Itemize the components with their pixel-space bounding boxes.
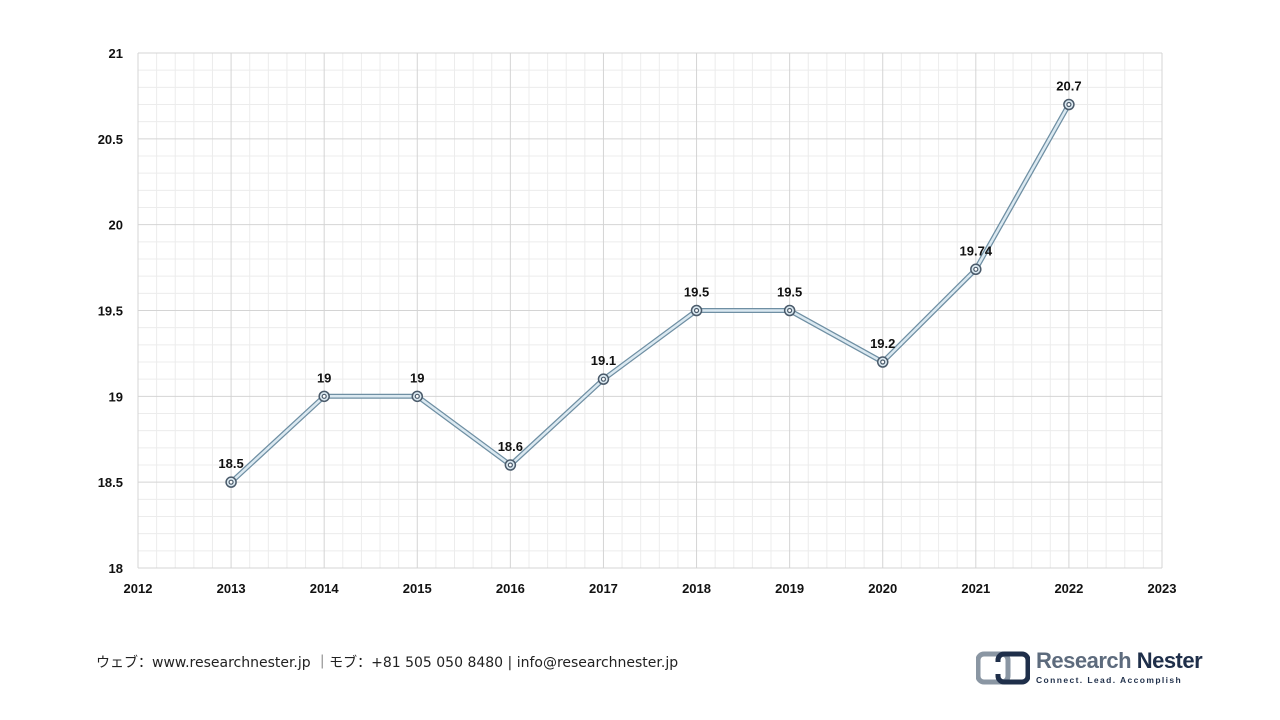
data-label: 18.6 — [498, 439, 523, 454]
data-point-center — [321, 393, 327, 399]
x-tick-label: 2017 — [589, 581, 618, 596]
data-point — [876, 356, 889, 368]
y-tick-label: 19.5 — [98, 304, 123, 319]
y-tick-label: 20.5 — [98, 132, 123, 147]
x-tick-label: 2023 — [1148, 581, 1177, 596]
data-point — [970, 263, 982, 276]
logo-name-part2: Nester — [1136, 648, 1203, 673]
data-point-center — [693, 307, 700, 314]
x-tick-label: 2019 — [775, 581, 804, 596]
data-label: 18.5 — [218, 456, 243, 471]
data-point — [318, 390, 330, 403]
x-tick-label: 2016 — [496, 581, 525, 596]
y-tick-label: 20 — [109, 218, 123, 233]
data-point-center — [414, 393, 420, 399]
data-point — [783, 304, 796, 317]
x-tick-label: 2013 — [217, 581, 246, 596]
y-axis-tick-labels: 18 18.5 19 19.5 20 20.5 21 — [98, 46, 123, 576]
data-point-center — [228, 479, 234, 485]
data-point — [690, 304, 703, 317]
y-tick-label: 18 — [109, 561, 123, 576]
data-label: 19 — [410, 370, 424, 385]
data-point-center — [1066, 101, 1072, 108]
x-tick-label: 2021 — [961, 581, 990, 596]
series-line — [229, 103, 1072, 485]
data-point — [504, 459, 517, 471]
contact-text: ウェブ：www.researchnester.jp ｜モブ：+81 505 05… — [96, 655, 679, 671]
x-tick-label: 2022 — [1054, 581, 1083, 596]
data-point-center — [880, 359, 886, 365]
data-label: 19.5 — [777, 285, 802, 300]
data-label: 20.7 — [1056, 79, 1081, 94]
series-line-fill — [230, 103, 1070, 484]
logo-tagline: Connect. Lead. Accomplish — [1036, 675, 1183, 685]
x-tick-label: 2012 — [124, 581, 153, 596]
data-points — [225, 98, 1075, 488]
x-tick-label: 2015 — [403, 581, 432, 596]
logo-name-part1: Research — [1036, 648, 1132, 673]
research-nester-logo-icon — [976, 651, 1030, 685]
data-point — [1063, 98, 1075, 111]
y-tick-label: 18.5 — [98, 475, 123, 490]
data-label: 19 — [317, 370, 331, 385]
x-axis-tick-labels: 2012 2013 2014 2015 2016 2017 2018 2019 2020 2021… — [124, 581, 1177, 596]
y-tick-label: 21 — [109, 46, 123, 61]
x-tick-label: 2018 — [682, 581, 711, 596]
data-point-center — [973, 266, 979, 272]
data-label: 19.2 — [870, 336, 895, 351]
contact-footer: ウェブ：www.researchnester.jp ｜モブ：+81 505 05… — [96, 652, 678, 672]
logo-wordmark: Research Nester — [1036, 648, 1203, 674]
data-label: 19.74 — [960, 243, 993, 258]
x-tick-label: 2014 — [310, 581, 340, 596]
data-point — [597, 373, 610, 385]
major-grid — [137, 52, 1163, 569]
data-labels: 18.5 19 19 18.6 19.1 19.5 19.5 19.2 19.74 20.7 — [218, 79, 1081, 472]
data-point-center — [507, 462, 513, 468]
data-label: 19.1 — [591, 353, 616, 368]
data-point — [225, 476, 237, 488]
data-point-center — [787, 307, 793, 314]
x-tick-label: 2020 — [868, 581, 897, 596]
data-point — [411, 390, 424, 403]
data-point-center — [600, 376, 607, 382]
y-tick-label: 19 — [109, 389, 123, 404]
data-label: 19.5 — [684, 285, 709, 300]
research-nester-logo: Research Nester Connect. Lead. Accomplis… — [976, 648, 1203, 688]
